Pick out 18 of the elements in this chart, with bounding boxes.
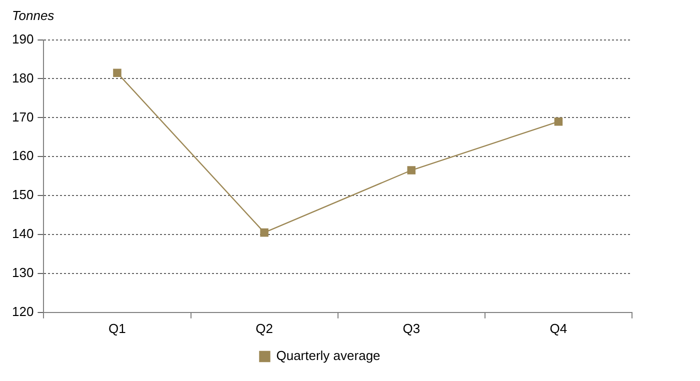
y-tick-label: 160 xyxy=(12,148,34,164)
y-tick-label: 180 xyxy=(12,70,34,86)
x-tick-label: Q2 xyxy=(256,320,273,336)
y-tick-label: 190 xyxy=(12,31,34,46)
point xyxy=(407,166,416,174)
y-tick-label: 170 xyxy=(12,109,34,124)
x-tick-label: Q4 xyxy=(550,320,568,336)
point xyxy=(260,228,268,237)
legend-label: Quarterly average xyxy=(276,348,380,364)
x-tick-label: Q3 xyxy=(402,320,420,336)
y-tick-label: 150 xyxy=(12,187,34,202)
point xyxy=(554,117,563,126)
y-tick-label: 120 xyxy=(12,304,34,319)
y-tick-label: 130 xyxy=(12,265,34,280)
y-axis-title: Tonnes xyxy=(12,8,54,23)
point xyxy=(113,68,122,78)
y-tick-label: 140 xyxy=(12,226,34,242)
x-tick-label: Q1 xyxy=(108,320,126,336)
